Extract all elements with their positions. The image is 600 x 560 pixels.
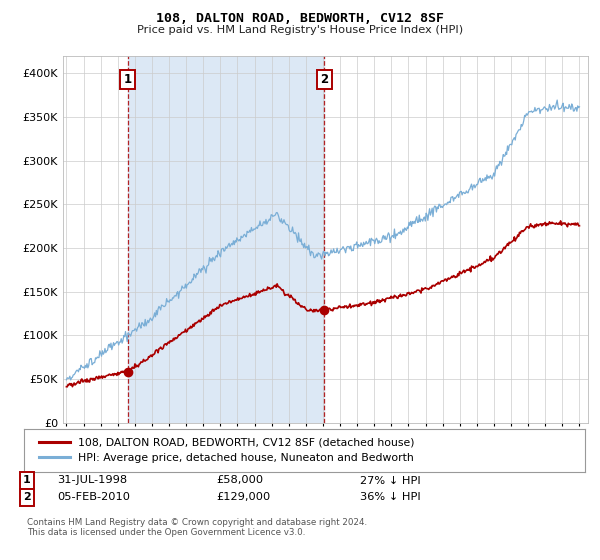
Text: Contains HM Land Registry data © Crown copyright and database right 2024.
This d: Contains HM Land Registry data © Crown c… (27, 518, 367, 538)
Text: 1: 1 (23, 475, 31, 486)
Text: 108, DALTON ROAD, BEDWORTH, CV12 8SF: 108, DALTON ROAD, BEDWORTH, CV12 8SF (156, 12, 444, 25)
Bar (128, 56, 325, 423)
Text: 27% ↓ HPI: 27% ↓ HPI (360, 475, 421, 486)
Text: Price paid vs. HM Land Registry's House Price Index (HPI): Price paid vs. HM Land Registry's House … (137, 25, 463, 35)
Text: 1: 1 (124, 73, 132, 86)
Text: £129,000: £129,000 (216, 492, 270, 502)
Text: 05-FEB-2010: 05-FEB-2010 (57, 492, 130, 502)
Text: 36% ↓ HPI: 36% ↓ HPI (360, 492, 421, 502)
Legend: 108, DALTON ROAD, BEDWORTH, CV12 8SF (detached house), HPI: Average price, detac: 108, DALTON ROAD, BEDWORTH, CV12 8SF (de… (35, 433, 419, 467)
Text: 2: 2 (23, 492, 31, 502)
Text: 2: 2 (320, 73, 329, 86)
Text: £58,000: £58,000 (216, 475, 263, 486)
Text: 31-JUL-1998: 31-JUL-1998 (57, 475, 127, 486)
